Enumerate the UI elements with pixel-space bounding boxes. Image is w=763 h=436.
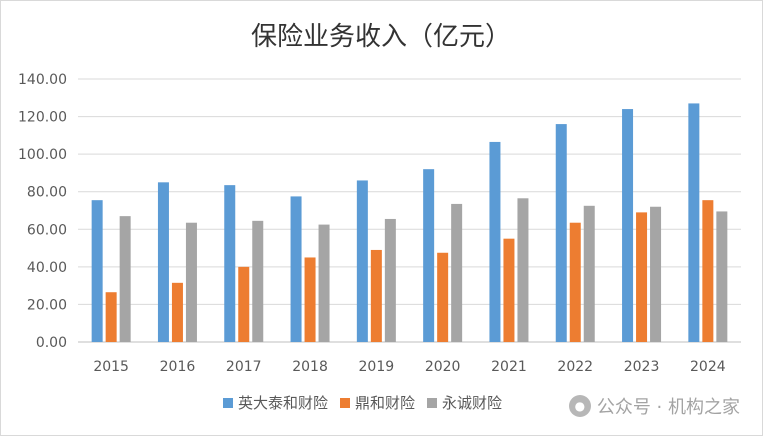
x-tick-label: 2018 <box>292 359 328 375</box>
x-tick-label: 2017 <box>226 359 262 375</box>
bar <box>238 266 250 342</box>
bar <box>370 249 382 342</box>
x-tick-label: 2023 <box>624 359 660 375</box>
y-tick-label: 60.00 <box>27 222 67 238</box>
bar <box>702 200 714 342</box>
legend-swatch <box>223 398 233 408</box>
bar <box>555 124 567 342</box>
x-tick-label: 2019 <box>359 359 395 375</box>
bar <box>157 182 169 342</box>
x-tick-label: 2020 <box>425 359 461 375</box>
chart-title: 保险业务收入（亿元） <box>251 22 511 52</box>
bar <box>318 224 330 342</box>
bar <box>650 206 662 342</box>
bar <box>423 169 435 342</box>
legend-swatch <box>340 398 350 408</box>
bar <box>569 222 581 342</box>
bar <box>171 282 183 342</box>
y-tick-label: 140.00 <box>18 72 67 88</box>
y-tick-label: 40.00 <box>27 260 67 276</box>
watermark-text: 公众号 · 机构之家 <box>596 397 740 418</box>
x-tick-label: 2021 <box>491 359 527 375</box>
bar <box>224 185 236 342</box>
bar <box>384 218 396 342</box>
x-tick-label: 2024 <box>690 359 726 375</box>
x-tick-label: 2016 <box>160 359 196 375</box>
y-tick-label: 20.00 <box>27 297 67 313</box>
wechat-icon: ● <box>568 395 591 417</box>
y-tick-label: 120.00 <box>18 110 67 126</box>
y-tick-label: 80.00 <box>27 185 67 201</box>
legend-label: 英大泰和财险 <box>238 394 328 412</box>
bar <box>688 103 700 343</box>
bar <box>716 211 728 342</box>
bar <box>437 252 449 342</box>
bar <box>489 141 501 342</box>
bar <box>304 257 316 342</box>
bar <box>356 180 368 342</box>
bar <box>290 196 302 342</box>
bar <box>636 212 648 342</box>
bar <box>119 216 131 342</box>
legend-label: 永诚财险 <box>442 394 502 412</box>
bar <box>503 238 515 342</box>
bar <box>517 198 529 342</box>
bar <box>105 292 117 342</box>
bar <box>451 203 463 342</box>
watermark: ● 公众号 · 机构之家 <box>568 393 740 419</box>
bar <box>252 220 264 342</box>
legend-label: 鼎和财险 <box>355 394 415 412</box>
y-tick-label: 100.00 <box>18 147 67 163</box>
y-tick-label: 0.00 <box>36 335 67 351</box>
bar <box>91 200 103 342</box>
bar <box>622 109 634 342</box>
legend-swatch <box>427 398 437 408</box>
bar <box>583 205 595 342</box>
x-tick-label: 2022 <box>557 359 593 375</box>
x-tick-label: 2015 <box>93 359 129 375</box>
bar <box>185 222 197 342</box>
